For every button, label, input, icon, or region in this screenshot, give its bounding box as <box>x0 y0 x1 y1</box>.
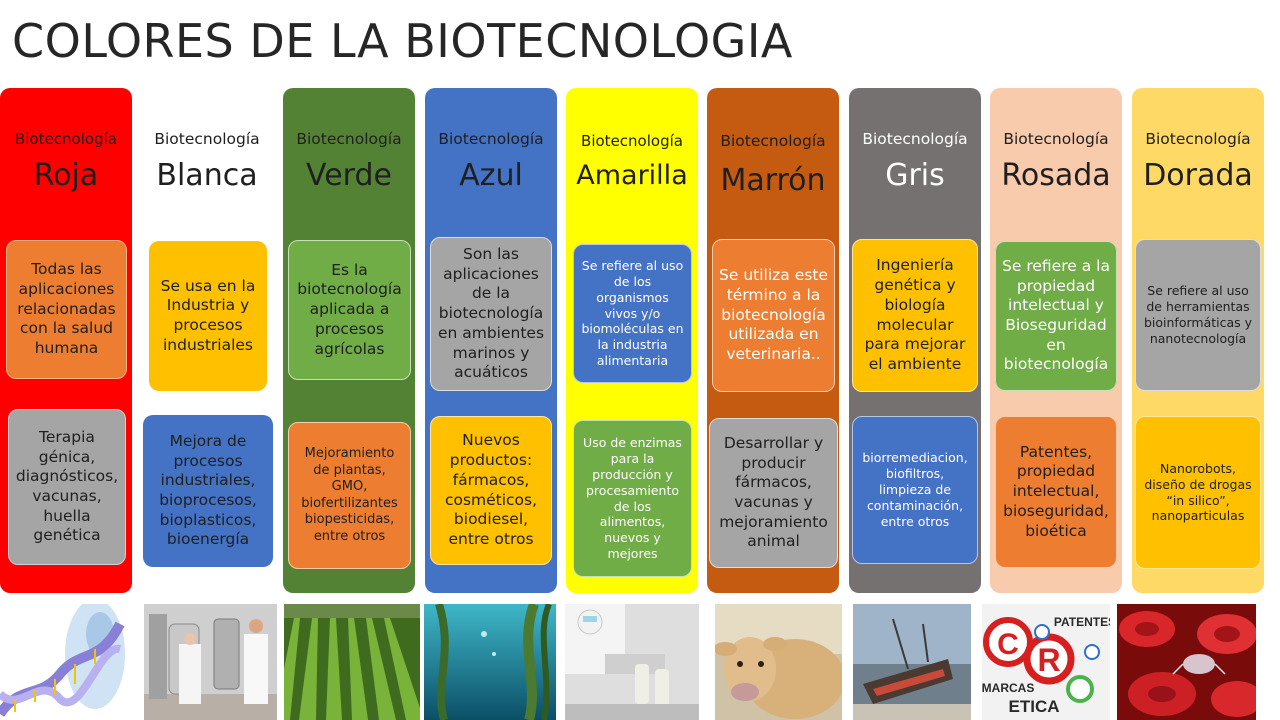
patents-r-letter: R <box>1037 642 1060 678</box>
column-blanca: Biotecnología Blanca Se usa en la Indust… <box>141 88 273 593</box>
column-subtitle: Biotecnología <box>581 132 683 150</box>
box-text: Terapia génica, diagnósticos, vacunas, h… <box>15 427 119 545</box>
box-text: Se refiere al uso de herramientas bioinf… <box>1143 283 1253 346</box>
column-gris: Biotecnología Gris Ingeniería genética y… <box>849 88 981 593</box>
column-subtitle: Biotecnología <box>720 132 826 150</box>
patents-word: PATENTES <box>1054 615 1110 629</box>
cow-image <box>715 604 842 720</box>
box-text: Desarrollar y producir fármacos, vacunas… <box>719 433 828 551</box>
box-definition: Se utiliza este término a la biotecnolog… <box>712 239 835 392</box>
column-subtitle: Biotecnología <box>438 130 544 148</box>
box-definition: Es la biotecnología aplicada a procesos … <box>288 240 411 380</box>
column-marron: Biotecnología Marrón Se utiliza este tér… <box>707 88 839 593</box>
column-name: Amarilla <box>576 160 688 191</box>
column-subtitle: Biotecnología <box>296 130 402 148</box>
page-title: COLORES DE LA BIOTECNOLOGIA <box>12 14 793 68</box>
box-definition: Se refiere a la propiedad intelectual y … <box>995 241 1117 391</box>
column-azul: Biotecnología Azul Son las aplicaciones … <box>425 88 557 593</box>
box-text: Uso de enzimas para la producción y proc… <box>583 435 682 562</box>
column-name: Rosada <box>1001 158 1111 193</box>
box-text: Patentes, propiedad intelectual, biosegu… <box>1003 442 1109 540</box>
column-subtitle: Biotecnología <box>862 130 968 148</box>
marcas-word: MARCAS <box>982 681 1034 695</box>
shipwreck-image <box>853 604 971 720</box>
box-applications: Desarrollar y producir fármacos, vacunas… <box>709 418 838 568</box>
box-text: Se refiere a la propiedad intelectual y … <box>1002 256 1110 374</box>
box-text: Son las aplicaciones de la biotecnología… <box>437 245 545 382</box>
industrial-lab-image <box>144 604 277 720</box>
box-applications: Uso de enzimas para la producción y proc… <box>573 420 692 577</box>
column-name: Blanca <box>156 158 258 193</box>
crop-field-image <box>284 604 420 720</box>
box-text: Nanorobots, diseño de drogas “in silico”… <box>1144 460 1252 524</box>
patents-c-letter: C <box>997 628 1019 661</box>
column-name: Azul <box>459 158 523 193</box>
box-text: Mejora de procesos industriales, bioproc… <box>159 431 257 549</box>
dna-human-body-image <box>0 604 133 720</box>
box-definition: Ingeniería genética y biología molecular… <box>852 239 978 392</box>
box-definition: Todas las aplicaciones relacionadas con … <box>6 240 127 379</box>
column-name: Marrón <box>720 163 826 198</box>
box-text: Mejoramiento de plantas, GMO, biofertili… <box>301 446 398 544</box>
box-text: Se usa en la Industria y procesos indust… <box>160 276 256 354</box>
box-text: Se refiere al uso de los organismos vivo… <box>581 257 684 369</box>
column-amarilla: Biotecnología Amarilla Se refiere al uso… <box>566 88 698 593</box>
box-text: biorremediacion, biofiltros, limpieza de… <box>862 450 968 529</box>
column-name: Gris <box>885 158 945 193</box>
column-name: Roja <box>33 158 99 193</box>
box-definition: Son las aplicaciones de la biotecnología… <box>430 237 552 391</box>
column-subtitle: Biotecnología <box>1145 130 1251 148</box>
box-applications: Nuevos productos: fármacos, cosméticos, … <box>430 416 552 565</box>
box-applications: Terapia génica, diagnósticos, vacunas, h… <box>8 409 126 565</box>
food-lab-image <box>565 604 699 720</box>
box-applications: biorremediacion, biofiltros, limpieza de… <box>852 416 978 564</box>
column-roja: Biotecnología Roja Todas las aplicacione… <box>0 88 132 593</box>
box-definition: Se refiere al uso de los organismos vivo… <box>573 244 692 383</box>
box-applications: Nanorobots, diseño de drogas “in silico”… <box>1135 416 1261 569</box>
box-text: Es la biotecnología aplicada a procesos … <box>297 260 402 358</box>
kelp-forest-image <box>424 604 556 720</box>
patents-image: C R PATENTES MARCAS ETICA <box>982 604 1110 720</box>
column-subtitle: Biotecnología <box>154 130 260 148</box>
column-subtitle: Biotecnología <box>15 130 117 148</box>
column-name: Verde <box>306 158 392 193</box>
box-text: Nuevos productos: fármacos, cosméticos, … <box>444 431 538 548</box>
etica-word: ETICA <box>1009 697 1060 716</box>
column-subtitle: Biotecnología <box>1003 130 1109 148</box>
blood-cells-nanorobot-image <box>1117 604 1256 720</box>
box-text: Todas las aplicaciones relacionadas con … <box>17 260 116 357</box>
box-applications: Mejoramiento de plantas, GMO, biofertili… <box>288 422 411 569</box>
box-text: Ingeniería genética y biología molecular… <box>864 256 966 373</box>
column-verde: Biotecnología Verde Es la biotecnología … <box>283 88 415 593</box>
box-applications: Mejora de procesos industriales, bioproc… <box>143 415 273 567</box>
column-dorada: Biotecnología Dorada Se refiere al uso d… <box>1132 88 1264 593</box>
column-rosada: Biotecnología Rosada Se refiere a la pro… <box>990 88 1122 593</box>
box-applications: Patentes, propiedad intelectual, biosegu… <box>995 416 1117 568</box>
box-text: Se utiliza este término a la biotecnolog… <box>719 266 828 363</box>
column-name: Dorada <box>1143 158 1253 193</box>
box-definition: Se refiere al uso de herramientas bioinf… <box>1135 239 1261 391</box>
box-definition: Se usa en la Industria y procesos indust… <box>149 241 267 391</box>
